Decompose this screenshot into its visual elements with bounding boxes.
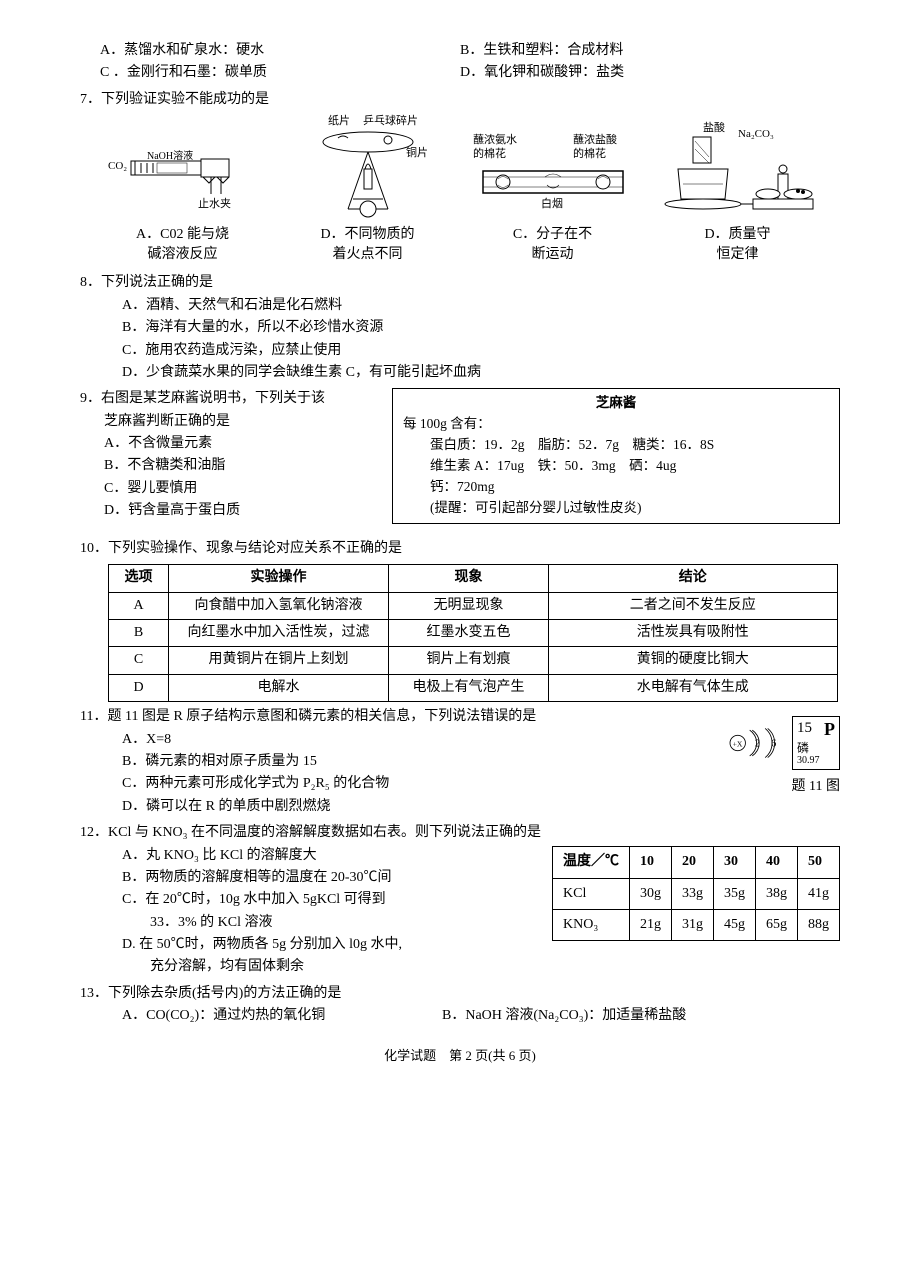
table-row: A向食醋中加入氢氧化钠溶液无明显现象二者之间不发生反应 [109, 592, 838, 619]
info-title: 芝麻酱 [403, 393, 829, 414]
table-header-row: 温度／℃ 10 20 30 40 50 [553, 847, 840, 878]
sesame-info-box: 芝麻酱 每 100g 含有： 蛋白质：19．2g 脂肪：52．7g 糖类：16．… [392, 388, 840, 524]
q12-b: B．两物质的溶解度相等的温度在 20-30℃间 [122, 867, 492, 889]
q6-opt-a: A．蒸馏水和矿泉水：硬水 [100, 40, 460, 62]
q9-b: B．不含糖类和油脂 [104, 455, 380, 477]
exp-a: CO₂ NaOH溶液 止水夹 [90, 119, 275, 264]
q9-stem2: 芝麻酱判断正确的是 [104, 411, 380, 433]
q12-table: 温度／℃ 10 20 30 40 50 KCl 30g 33g 35g 38g … [552, 846, 840, 941]
svg-text:白烟: 白烟 [541, 196, 563, 210]
q6-opt-d: D．氧化钾和碳酸钾：盐类 [460, 62, 820, 84]
exp-a-image: CO₂ NaOH溶液 止水夹 [90, 119, 275, 219]
q13-stem: 13．下列除去杂质(括号内)的方法正确的是 [80, 983, 840, 1005]
svg-text:6: 6 [771, 739, 776, 750]
q8-stem: 8．下列说法正确的是 [80, 272, 840, 294]
q13-a: A．CO(CO₂)：通过灼热的氧化铜 [122, 1005, 442, 1027]
q13-b: B．NaOH 溶液(Na₂CO₃)：加适量稀盐酸 [442, 1005, 722, 1027]
exp-b-cap: D．不同物质的 着火点不同 [275, 225, 460, 264]
q8-b: B．海洋有大量的水，所以不必珍惜水资源 [122, 317, 840, 339]
info-l3: 维生素 A：17ug 铁：50．3mg 硒：4ug [430, 456, 829, 477]
svg-text:NaOH溶液: NaOH溶液 [147, 149, 193, 162]
q11-c: C．两种元素可形成化学式为 P₂R₅ 的化合物 [122, 773, 840, 795]
co2-label: CO₂ [108, 160, 127, 172]
q10-table: 选项 实验操作 现象 结论 A向食醋中加入氢氧化钠溶液无明显现象二者之间不发生反… [108, 564, 838, 702]
svg-text:2: 2 [755, 739, 760, 750]
svg-text:铜片: 铜片 [406, 145, 428, 159]
q11-d: D．磷可以在 R 的单质中剧烈燃烧 [122, 796, 840, 818]
table-row: B向红墨水中加入活性炭，过滤红墨水变五色活性炭具有吸附性 [109, 620, 838, 647]
q12-c2: 33．3% 的 KCl 溶液 [150, 912, 492, 934]
table-row: D电解水电极上有气泡产生水电解有气体生成 [109, 674, 838, 701]
exp-b: 纸片 乒乓球碎片 铜片 D．不同物质的 着火点不同 [275, 119, 460, 264]
q9-d: D．钙含量高于蛋白质 [104, 500, 380, 522]
table-row: C用黄铜片在铜片上刻划铜片上有划痕黄铜的硬度比铜大 [109, 647, 838, 674]
q12-stem: 12．KCl 与 KNO₃ 在不同温度的溶解解度数据如右表。则下列说法正确的是 [80, 822, 840, 844]
exp-c-image: 蘸浓氨水 的棉花 蘸浓盐酸 的棉花 白烟 [460, 119, 645, 219]
exp-d-image: 盐酸 Na₂CO₃ [645, 119, 830, 219]
page-footer: 化学试题 第 2 页(共 6 页) [80, 1046, 840, 1067]
exp-d-cap: D．质量守 恒定律 [645, 225, 830, 264]
q12: 12．KCl 与 KNO₃ 在不同温度的溶解解度数据如右表。则下列说法正确的是 … [80, 822, 840, 979]
q12-c1: C．在 20℃时，10g 水中加入 5gKCl 可得到 [122, 889, 492, 911]
info-l4: 钙：720mg [430, 477, 829, 498]
q9-stem1: 9．右图是某芝麻酱说明书，下列关于该 [80, 388, 380, 410]
svg-text:纸片: 纸片 [328, 114, 350, 127]
q11: 11．题 11 图是 R 原子结构示意图和磷元素的相关信息，下列说法错误的是 A… [80, 706, 840, 818]
svg-text:止水夹: 止水夹 [198, 197, 231, 210]
exp-d: 盐酸 Na₂CO₃ [645, 119, 830, 264]
q10: 10．下列实验操作、现象与结论对应关系不正确的是 选项 实验操作 现象 结论 A… [80, 538, 840, 702]
q8-a: A．酒精、天然气和石油是化石燃料 [122, 295, 840, 317]
svg-text:乒乓球碎片: 乒乓球碎片 [363, 114, 418, 127]
q6-options: A．蒸馏水和矿泉水：硬水 B．生铁和塑料：合成材料 C ．金刚行和石墨：碳单质 … [100, 40, 840, 85]
atom-diagram-icon: +X 2 6 [724, 718, 784, 768]
svg-text:+X: +X [733, 740, 743, 749]
info-l1: 每 100g 含有： [403, 414, 829, 435]
q12-d1: D. 在 50℃时，两物质各 5g 分别加入 l0g 水中, [122, 934, 492, 956]
q11-caption: 题 11 图 [792, 776, 840, 798]
exp-c: 蘸浓氨水 的棉花 蘸浓盐酸 的棉花 白烟 C．分子在不 断运动 [460, 119, 645, 264]
q12-a: A．丸 KNO₃ 比 KCl 的溶解度大 [122, 845, 492, 867]
q7-stem: 7．下列验证实验不能成功的是 [80, 89, 840, 111]
q9-c: C．婴儿要慎用 [104, 478, 380, 500]
q6-opt-c: C ．金刚行和石墨：碳单质 [100, 62, 460, 84]
q10-stem: 10．下列实验操作、现象与结论对应关系不正确的是 [80, 538, 840, 560]
table-row: KNO₃ 21g 31g 45g 65g 88g [553, 909, 840, 940]
q8-d: D．少食蔬菜水果的同学会缺维生素 C，有可能引起坏血病 [122, 362, 840, 384]
q13: 13．下列除去杂质(括号内)的方法正确的是 A．CO(CO₂)：通过灼热的氧化铜… [80, 983, 840, 1028]
svg-text:盐酸: 盐酸 [703, 120, 725, 134]
q9-a: A．不含微量元素 [104, 433, 380, 455]
svg-text:的棉花: 的棉花 [473, 146, 506, 160]
q8: 8．下列说法正确的是 A．酒精、天然气和石油是化石燃料 B．海洋有大量的水，所以… [80, 272, 840, 384]
table-header-row: 选项 实验操作 现象 结论 [109, 565, 838, 592]
table-row: KCl 30g 33g 35g 38g 41g [553, 878, 840, 909]
q7-experiments: CO₂ NaOH溶液 止水夹 [80, 119, 840, 264]
svg-text:蘸浓氨水: 蘸浓氨水 [473, 133, 517, 146]
svg-text:的棉花: 的棉花 [573, 146, 606, 160]
exp-c-cap: C．分子在不 断运动 [460, 225, 645, 264]
q8-c: C．施用农药造成污染，应禁止使用 [122, 340, 840, 362]
q11-figure: +X 2 6 15 P 磷 30.97 [724, 716, 840, 770]
element-card: 15 P 磷 30.97 [792, 716, 840, 770]
q6-opt-b: B．生铁和塑料：合成材料 [460, 40, 820, 62]
svg-text:蘸浓盐酸: 蘸浓盐酸 [573, 132, 617, 146]
exp-a-cap: A．C02 能与烧 碱溶液反应 [90, 225, 275, 264]
info-l5: (提醒：可引起部分婴儿过敏性皮炎) [430, 498, 829, 519]
svg-text:Na₂CO₃: Na₂CO₃ [738, 128, 774, 140]
exp-b-image: 纸片 乒乓球碎片 铜片 [275, 119, 460, 219]
q9: 9．右图是某芝麻酱说明书，下列关于该 芝麻酱判断正确的是 A．不含微量元素 B．… [80, 388, 840, 524]
q12-d2: 充分溶解，均有固体剩余 [150, 956, 492, 978]
info-l2: 蛋白质：19．2g 脂肪：52．7g 糖类：16．8S [430, 435, 829, 456]
q7: 7．下列验证实验不能成功的是 CO₂ NaOH溶液 [80, 89, 840, 265]
